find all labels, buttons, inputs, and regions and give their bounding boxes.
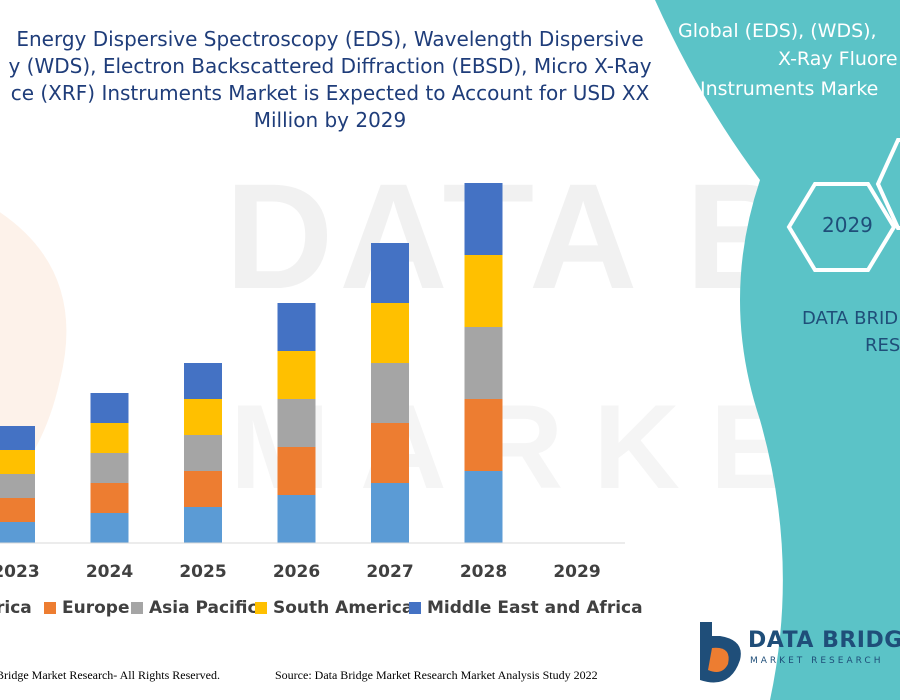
legend-item-south-america: South America bbox=[255, 598, 413, 618]
legend-item-asia-pacific: Asia Pacific bbox=[131, 598, 258, 618]
bar-2023-rica bbox=[0, 522, 35, 543]
panel-heading-line-1: Global (EDS), (WDS), bbox=[678, 20, 877, 42]
bar-2026-asia-pacific bbox=[277, 399, 316, 447]
chart-title-line-4: Million by 2029 bbox=[253, 108, 407, 132]
bar-2027-europe bbox=[371, 423, 409, 483]
x-tick-label-2027: 2027 bbox=[366, 562, 413, 582]
bar-2025-asia-pacific bbox=[184, 435, 222, 471]
bar-2028-south-america bbox=[464, 255, 503, 327]
legend-item-middle-east-africa: Middle East and Africa bbox=[409, 598, 643, 618]
footer-copyright: Bridge Market Research- All Rights Reser… bbox=[0, 668, 220, 682]
bar-2026-europe bbox=[277, 447, 316, 495]
bar-2028-asia-pacific bbox=[464, 327, 503, 399]
legend-label: Europe bbox=[62, 598, 130, 618]
bar-2028-europe bbox=[464, 399, 503, 471]
x-tick-label-2028: 2028 bbox=[460, 562, 507, 582]
bar-2027-south-america bbox=[371, 303, 409, 363]
brand-logo-icon bbox=[700, 622, 741, 683]
bar-2026-rica bbox=[277, 495, 316, 543]
x-tick-label-2026: 2026 bbox=[273, 562, 320, 582]
hexagon-next bbox=[875, 138, 900, 230]
legend-label: Middle East and Africa bbox=[427, 598, 643, 618]
x-tick-label-2023: 2023 bbox=[0, 562, 40, 582]
hexagon-2029 bbox=[786, 182, 897, 272]
bar-2027-asia-pacific bbox=[371, 363, 409, 423]
x-tick-label-2025: 2025 bbox=[179, 562, 226, 582]
x-tick-label-2024: 2024 bbox=[86, 562, 133, 582]
legend-swatch bbox=[44, 602, 56, 614]
panel-research-line-2: RES bbox=[865, 335, 900, 356]
bar-2024-rica bbox=[90, 513, 129, 543]
x-tick-labels: 2023 2024 2025 2026 2027 2028 2029 bbox=[0, 562, 601, 582]
panel-research-line-1: DATA BRID bbox=[802, 308, 899, 329]
bar-2025-middle-east-and-africa bbox=[184, 363, 222, 399]
legend-item-north-america: rica bbox=[0, 598, 32, 618]
chart-title-line-3: ce (XRF) Instruments Market is Expected … bbox=[10, 81, 650, 105]
x-tick-label-2029: 2029 bbox=[553, 562, 600, 582]
legend-swatch bbox=[131, 602, 143, 614]
brand-name: DATA BRIDGE bbox=[748, 628, 900, 653]
bar-2025-rica bbox=[184, 507, 222, 543]
bar-2024-asia-pacific bbox=[90, 453, 129, 483]
footer-source: Source: Data Bridge Market Research Mark… bbox=[275, 668, 598, 682]
bar-2025-south-america bbox=[184, 399, 222, 435]
panel-heading-line-3: Instruments Marke bbox=[700, 78, 879, 100]
bar-2028-middle-east-and-africa bbox=[464, 183, 503, 255]
bar-2023-middle-east-and-africa bbox=[0, 426, 35, 450]
bar-2025-europe bbox=[184, 471, 222, 507]
panel-heading-line-2: X-Ray Fluore bbox=[778, 48, 898, 70]
hexagon-year-label: 2029 bbox=[822, 213, 873, 237]
legend-label: rica bbox=[0, 598, 32, 618]
bar-2023-asia-pacific bbox=[0, 474, 35, 498]
legend-label: Asia Pacific bbox=[149, 598, 258, 618]
bar-2026-middle-east-and-africa bbox=[277, 303, 316, 351]
bars-group bbox=[0, 183, 503, 543]
chart-title-line-1: Energy Dispersive Spectroscopy (EDS), Wa… bbox=[16, 27, 644, 51]
brand-subtitle: MARKET RESEARCH bbox=[750, 656, 884, 666]
left-decoration bbox=[0, 212, 67, 495]
bar-2023-south-america bbox=[0, 450, 35, 474]
side-panel bbox=[655, 0, 900, 700]
bar-2027-middle-east-and-africa bbox=[371, 243, 409, 303]
bar-2028-rica bbox=[464, 471, 503, 543]
bar-2024-south-america bbox=[90, 423, 129, 453]
legend-swatch bbox=[409, 602, 421, 614]
legend-swatch bbox=[255, 602, 267, 614]
bar-2027-rica bbox=[371, 483, 409, 543]
bar-2024-europe bbox=[90, 483, 129, 513]
bar-2024-middle-east-and-africa bbox=[90, 393, 129, 423]
bar-2026-south-america bbox=[277, 351, 316, 399]
legend-item-europe: Europe bbox=[44, 598, 129, 618]
bar-2023-europe bbox=[0, 498, 35, 522]
chart-title-line-2: y (WDS), Electron Backscattered Diffract… bbox=[8, 54, 652, 78]
legend-label: South America bbox=[273, 598, 414, 618]
